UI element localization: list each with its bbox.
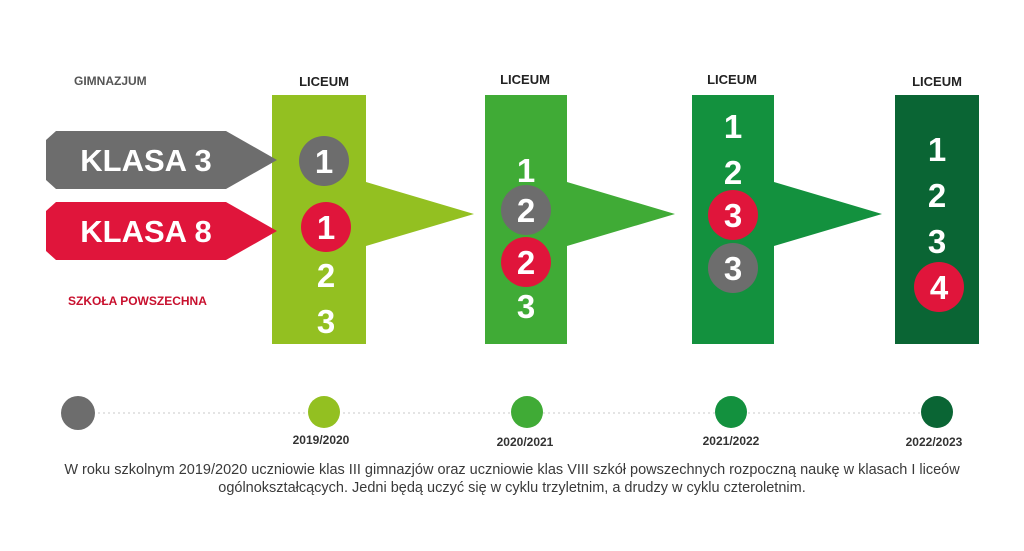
column-1-number-2-circle (301, 202, 351, 252)
year-label-2020: 2020/2021 (497, 435, 554, 449)
column-1-number-1-circle (299, 136, 349, 186)
column-2-number-1: 1 (517, 152, 535, 189)
klasa-3-label: KLASA 3 (80, 143, 211, 178)
column-4-number-1: 1 (928, 131, 946, 168)
column-3-number-4: 3 (724, 250, 742, 287)
timeline-dot-2021 (715, 396, 747, 428)
column-2-number-2-circle (501, 185, 551, 235)
year-label-2021: 2021/2022 (703, 434, 760, 448)
timeline-dot-2019 (308, 396, 340, 428)
klasa-8-label: KLASA 8 (80, 214, 211, 249)
column-3-number-3: 3 (724, 197, 742, 234)
column-4-header: LICEUM (912, 74, 962, 89)
column-4-number-4: 4 (930, 269, 949, 306)
caption-text: W roku szkolnym 2019/2020 uczniowie klas… (64, 462, 960, 496)
column-2-number-2: 2 (517, 192, 535, 229)
year-label-2019: 2019/2020 (293, 433, 350, 447)
column-4-number-2: 2 (928, 177, 946, 214)
column-4-number-4-circle (914, 262, 964, 312)
column-2-number-3-circle (501, 237, 551, 287)
column-3-number-1: 1 (724, 108, 742, 145)
klasa-3-arrow (46, 131, 277, 189)
column-1-number-2: 1 (317, 209, 335, 246)
column-3-number-4-circle (708, 243, 758, 293)
timeline-start-dot (61, 396, 95, 430)
column-4-number-3: 3 (928, 223, 946, 260)
column-2-number-3: 2 (517, 244, 535, 281)
column-3-number-2: 2 (724, 154, 742, 191)
szkola-powszechna-label: SZKOŁA POWSZECHNA (68, 294, 207, 308)
column-3-header: LICEUM (707, 72, 757, 87)
column-1-number-4: 3 (317, 303, 335, 340)
column-2-number-4: 3 (517, 288, 535, 325)
klasa-8-arrow (46, 202, 277, 260)
gimnazjum-label: GIMNAZJUM (74, 74, 147, 88)
year-label-2022: 2022/2023 (906, 435, 963, 449)
timeline-dot-2022 (921, 396, 953, 428)
column-3-number-3-circle (708, 190, 758, 240)
column-1-number-3: 2 (317, 257, 335, 294)
column-1-header: LICEUM (299, 74, 349, 89)
column-1-number-1: 1 (315, 143, 333, 180)
timeline-dot-2020 (511, 396, 543, 428)
column-2-header: LICEUM (500, 72, 550, 87)
